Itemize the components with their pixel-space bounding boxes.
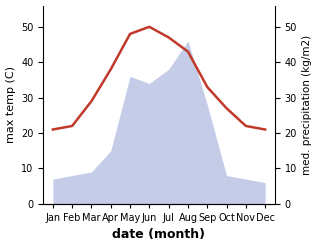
X-axis label: date (month): date (month) bbox=[113, 228, 205, 242]
Y-axis label: med. precipitation (kg/m2): med. precipitation (kg/m2) bbox=[302, 35, 313, 175]
Y-axis label: max temp (C): max temp (C) bbox=[5, 66, 16, 143]
